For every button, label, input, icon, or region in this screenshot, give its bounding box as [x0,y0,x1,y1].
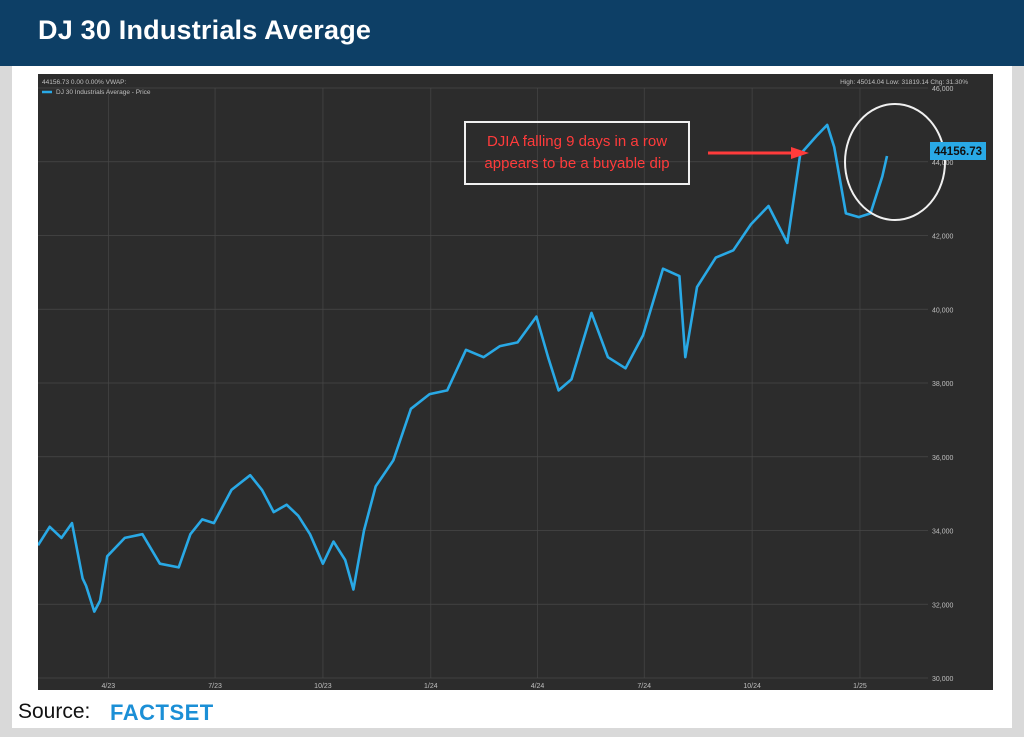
y-tick-label: 30,000 [932,676,954,683]
y-tick-label: 32,000 [932,602,954,609]
y-tick-label: 46,000 [932,86,954,93]
price-series-line [38,123,889,613]
page-title: DJ 30 Industrials Average [38,15,372,45]
last-price-badge [930,142,986,160]
x-tick-label: 10/23 [314,683,332,690]
highlight-circle [844,103,946,221]
chart-top-left-info: 44156.73 0.00 0.00% VWAP: [42,79,127,86]
last-price-label: 44156.73 [934,146,982,158]
x-tick-label: 7/24 [637,683,651,690]
legend-label: DJ 30 Industrials Average - Price [56,89,151,96]
y-tick-label: 40,000 [932,307,954,314]
annotation-arrowhead [791,147,809,159]
x-tick-label: 1/24 [424,683,438,690]
annotation-line-2: appears to be a buyable dip [484,155,669,172]
y-tick-label: 36,000 [932,455,954,462]
chart-panel: 30,000 32,000 34,000 36,000 38,000 40,000 42,0… [12,66,1012,728]
header-bar: DJ 30 Industrials Average [0,0,1024,66]
x-tick-label: 4/24 [531,683,545,690]
x-tick-label: 10/24 [743,683,761,690]
y-tick-label: 42,000 [932,234,954,241]
source-label: Source: [18,700,91,723]
x-tick-label: 4/23 [102,683,116,690]
y-tick-label: 44,000 [932,160,954,167]
chart-top-right-info: High: 45014.04 Low: 31819.14 Chg: 31.30% [840,79,968,86]
y-tick-label: 38,000 [932,381,954,388]
annotation-line-1: DJIA falling 9 days in a row [487,133,667,150]
line-chart: 30,000 32,000 34,000 36,000 38,000 40,000 42,0… [38,79,986,690]
factset-logo: FACTSET [110,700,214,725]
y-tick-label: 34,000 [932,529,954,536]
x-tick-label: 1/25 [853,683,867,690]
x-tick-label: 7/23 [208,683,222,690]
chart-area: 30,000 32,000 34,000 36,000 38,000 40,000 42,0… [38,74,993,690]
annotation-box [464,121,690,185]
